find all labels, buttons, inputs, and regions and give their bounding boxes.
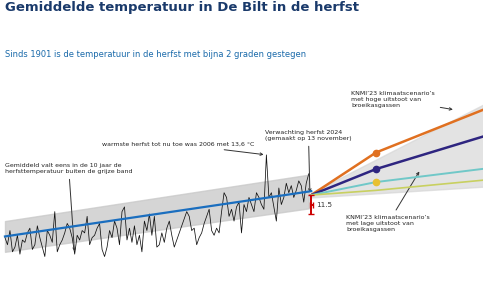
Text: warmste herfst tot nu toe was 2006 met 13,6 °C: warmste herfst tot nu toe was 2006 met 1… xyxy=(102,142,263,155)
Text: 11.5: 11.5 xyxy=(316,201,332,208)
Text: Verwachting herfst 2024
(gemaakt op 13 november): Verwachting herfst 2024 (gemaakt op 13 n… xyxy=(265,130,352,191)
Text: Sinds 1901 is de temperatuur in de herfst met bijna 2 graden gestegen: Sinds 1901 is de temperatuur in de herfs… xyxy=(5,50,306,59)
Text: Gemiddeld valt eens in de 10 jaar de
herfsttemperatuur buiten de grijze band: Gemiddeld valt eens in de 10 jaar de her… xyxy=(5,163,132,250)
Text: KNMI’23 klimaatscenario’s
met hoge uitstoot van
broeikasgassen: KNMI’23 klimaatscenario’s met hoge uitst… xyxy=(351,91,452,110)
Text: Gemiddelde temperatuur in De Bilt in de herfst: Gemiddelde temperatuur in De Bilt in de … xyxy=(5,1,359,15)
Text: KNMI’23 klimaatscenario’s
met lage uitstoot van
broeikasgassen: KNMI’23 klimaatscenario’s met lage uitst… xyxy=(346,172,430,232)
